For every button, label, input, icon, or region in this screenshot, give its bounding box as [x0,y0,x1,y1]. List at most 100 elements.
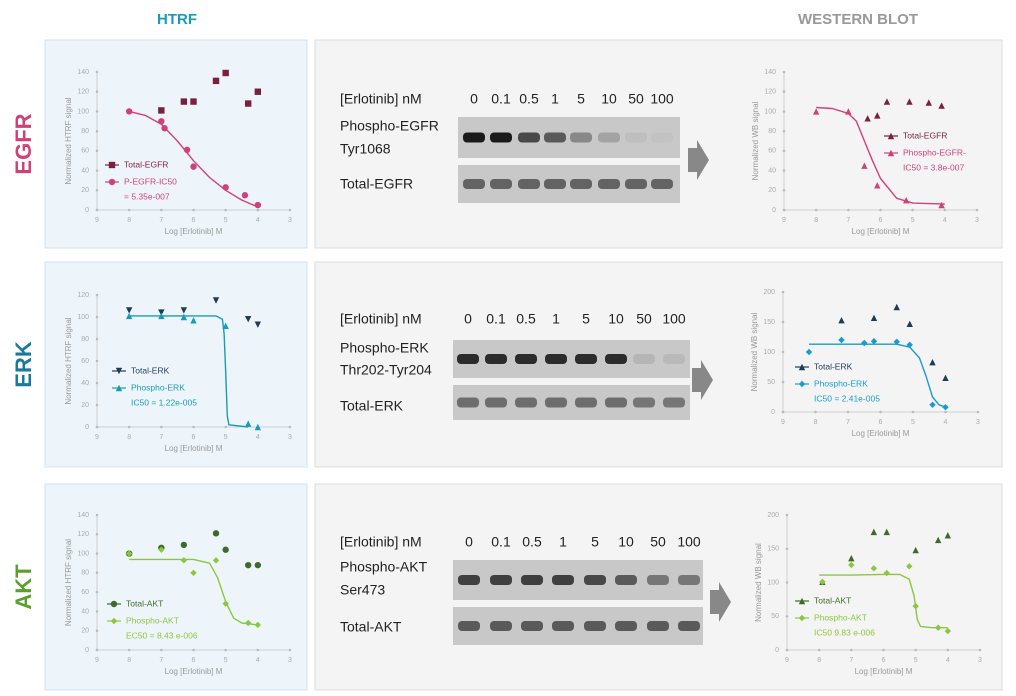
legend-note: IC50 = 2.41e-005 [814,393,880,403]
y-tick [782,381,785,384]
blot-band [647,621,669,631]
point [222,184,228,190]
x-tick-label: 8 [814,217,818,224]
x-tick [128,649,131,652]
concentration-label: [Erlotinib] nM [340,91,422,107]
column-header: WESTERN BLOT [798,11,918,28]
legend-label: Total-EGFR [124,159,168,169]
y-tick [96,572,99,575]
y-tick-label: 140 [77,512,89,519]
y-tick [783,130,786,133]
legend-note: IC50 = 1.22e-005 [131,397,197,407]
y-axis-label: Normalized HTRF signal [64,317,73,404]
concentration: 10 [618,534,634,550]
blot-band [605,398,627,408]
concentration: 5 [591,534,599,550]
x-tick-label: 8 [814,419,818,426]
x-tick [944,411,947,414]
blot-band [458,621,480,631]
y-tick-label: 60 [81,589,89,596]
concentration: 100 [677,534,701,550]
y-tick [782,291,785,294]
blot-band [521,621,543,631]
x-tick [879,411,882,414]
y-tick-label: 20 [81,187,89,194]
blot-band [490,179,512,189]
concentration: 1 [552,311,560,327]
y-tick-label: 40 [81,608,89,615]
x-tick [911,209,914,212]
x-tick-label: 7 [159,217,163,224]
point [245,562,251,568]
x-tick-label: 5 [224,217,228,224]
x-tick [815,209,818,212]
x-tick-label: 9 [95,434,99,441]
y-tick [96,382,99,385]
blot-band [625,179,647,189]
x-tick-label: 5 [224,434,228,441]
y-tick-label: 120 [77,292,89,299]
x-tick-label: 4 [944,419,948,426]
blot-row-label: Total-AKT [340,619,402,635]
blot-band [544,179,566,189]
blot-row-label: Thr202-Tyr204 [340,362,432,378]
y-axis-label: Normalized HTRF signal [64,539,73,626]
x-tick [257,209,260,212]
blot-band [463,179,485,189]
y-tick-label: 20 [768,187,776,194]
x-tick-label: 9 [95,657,99,664]
concentration: 1 [551,91,559,107]
x-tick [879,209,882,212]
y-tick-label: 60 [81,148,89,155]
x-tick [224,426,227,429]
y-tick [783,90,786,93]
y-tick-label: 200 [767,512,779,519]
blot-band [458,575,480,585]
y-tick-label: 0 [85,424,89,431]
y-axis-label: Normalized WB signal [751,101,760,180]
blot-band [545,398,567,408]
y-tick [786,649,789,652]
blot-row-label: Phospho-AKT [340,559,428,575]
blot-band [521,575,543,585]
y-tick-label: 80 [81,570,89,577]
blot-band [678,621,700,631]
y-tick-label: 20 [81,628,89,635]
blot-band [457,398,479,408]
blot-band [463,133,485,143]
x-tick [912,411,915,414]
column-header: HTRF [157,11,197,28]
y-tick-label: 0 [772,207,776,214]
y-tick [783,71,786,74]
blot-band [625,133,647,143]
concentration: 10 [608,311,624,327]
y-tick-label: 100 [77,108,89,115]
y-tick-label: 100 [77,550,89,557]
y-axis-label: Normalized WB signal [754,543,763,622]
x-tick-label: 7 [846,419,850,426]
y-tick [96,514,99,517]
point [255,202,261,208]
x-tick-label: 8 [817,657,821,664]
y-tick-label: 120 [77,89,89,96]
legend-note: EC50 = 8.43 e-006 [126,630,198,640]
x-tick-label: 6 [879,419,883,426]
concentration: 0.5 [522,534,542,550]
x-tick-label: 3 [288,217,292,224]
point [190,98,196,104]
y-tick-label: 50 [767,379,775,386]
x-tick-label: 8 [127,657,131,664]
x-tick [160,426,163,429]
y-tick [96,338,99,341]
x-tick-label: 7 [846,217,850,224]
blot-band [515,398,537,408]
blot-row-label: Tyr1068 [340,141,391,157]
x-tick [814,411,817,414]
x-tick-label: 8 [127,434,131,441]
blot-band [515,354,537,364]
y-tick [96,169,99,172]
page: HTRF WESTERN BLOT EGFR[Erlotinib] nM00.1… [0,0,1016,691]
point [213,78,219,84]
blot-band [647,575,669,585]
x-tick [160,649,163,652]
